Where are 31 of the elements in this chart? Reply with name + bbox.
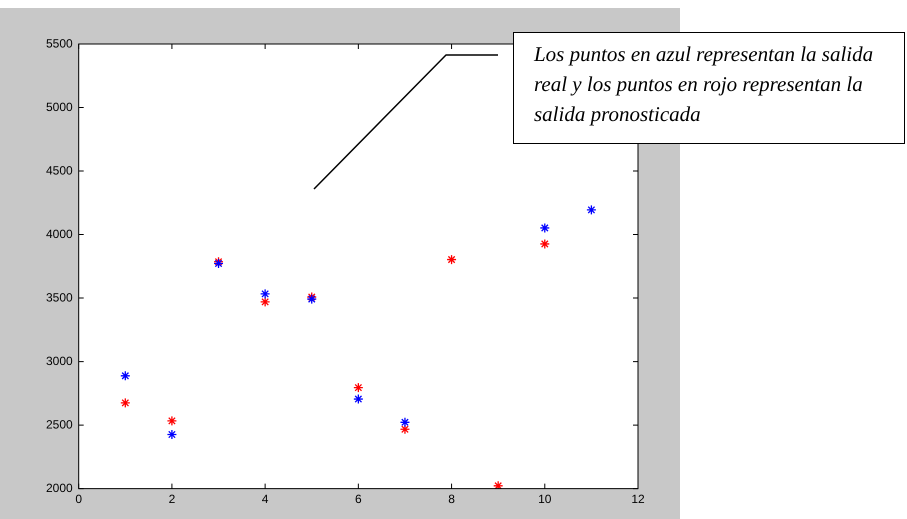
x-tick-label: 10 [538,492,552,506]
x-tick-label: 12 [631,492,645,506]
x-tick-label: 2 [168,492,176,506]
x-tick-label: 6 [355,492,362,506]
annotation: Los puntos en azul representan la salida real y los puntos en rojo representan la salida pronosticada [513,32,905,144]
y-tick-label: 2000 [46,480,74,495]
point [586,204,597,216]
y-tick-label: 4500 [46,163,74,178]
point [120,398,130,408]
point [260,296,270,308]
y-tick-label: 5500 [46,36,74,50]
point [540,222,550,234]
point [260,288,270,300]
x-tick-label: 0 [75,492,82,506]
x-tick-label: 4 [262,492,269,506]
y-tick-label: 4000 [46,226,74,241]
y-tick-label: 3000 [46,354,74,368]
y-tick-label: 2500 [46,417,74,432]
point [446,254,457,265]
y-tick-label: 3500 [46,290,74,304]
point [353,394,364,404]
point [120,370,130,381]
x-tick-label: 8 [448,492,456,506]
y-tick-label: 5000 [46,100,74,114]
point [540,238,550,250]
point [353,382,364,393]
point [493,480,504,489]
point [166,429,178,440]
point [166,416,178,426]
point [400,424,410,434]
point [400,417,410,428]
